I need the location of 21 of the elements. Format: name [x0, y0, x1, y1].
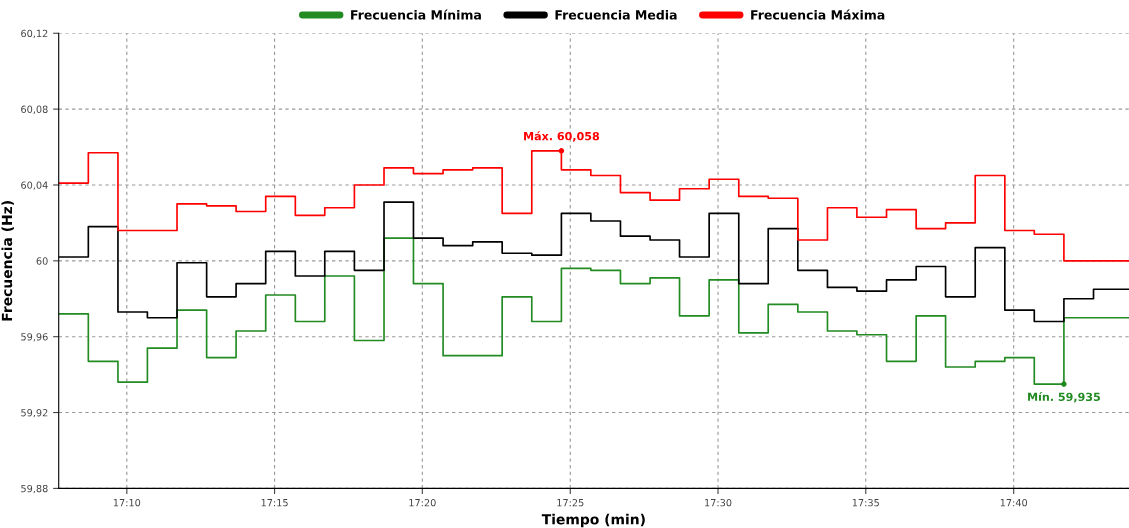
y-tick-label: 60,12: [21, 29, 48, 39]
y-tick-label: 60: [36, 257, 48, 265]
x-tick-label: 17:40: [1000, 498, 1028, 507]
y-axis-title: Frecuencia (Hz): [1, 201, 14, 321]
annotation: Mín. 59,935: [1028, 391, 1100, 403]
legend-label: Frecuencia Media: [555, 9, 677, 20]
x-tick-label: 17:35: [852, 498, 879, 507]
x-tick-label: 17:15: [261, 499, 288, 507]
y-tick-label: 59,96: [21, 333, 48, 342]
annotation: Máx. 60,058: [524, 131, 600, 142]
x-tick-label: 17:25: [557, 498, 584, 507]
legend-label: Frecuencia Máxima: [751, 9, 885, 20]
y-tick-label: 59,88: [21, 484, 48, 494]
x-axis-title: Tiempo (min): [541, 513, 645, 528]
y-tick-label: 60,08: [21, 105, 48, 114]
x-tick-label: 17:30: [705, 498, 732, 507]
y-tick-label: 59,92: [21, 409, 48, 418]
y-tick-label: 60,04: [21, 181, 48, 190]
x-tick-label: 17:20: [409, 498, 436, 507]
x-tick-label: 17:10: [113, 498, 141, 507]
legend-label: Frecuencia Mínima: [351, 9, 481, 20]
